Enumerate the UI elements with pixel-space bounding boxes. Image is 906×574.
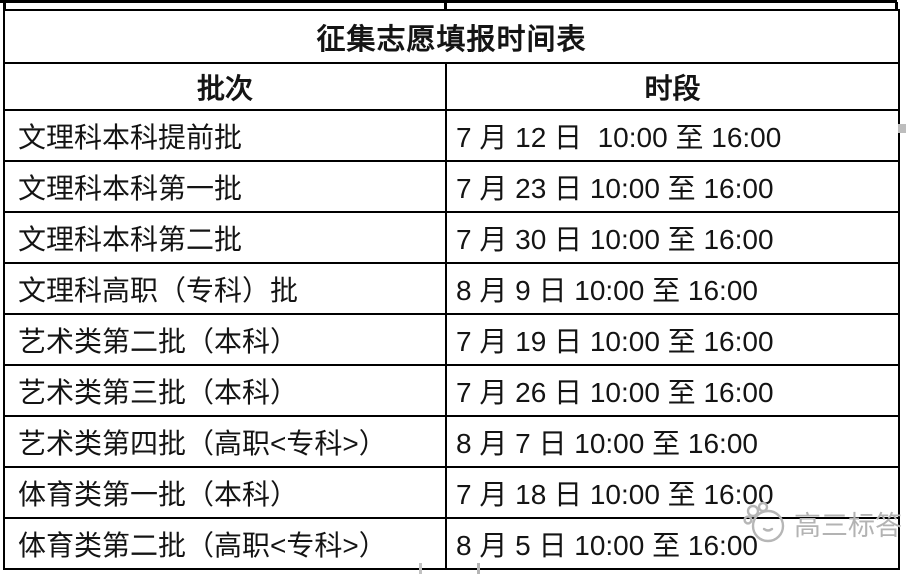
table-row: 文理科本科提前批 7 月 12 日 10:00 至 16:00	[3, 109, 901, 162]
volunteer-time-table: 征集志愿填报时间表 批次 时段 文理科本科提前批 7 月 12 日 10:00 …	[2, 9, 901, 570]
batch-cell: 文理科本科第一批	[3, 160, 447, 213]
table-row: 艺术类第二批（本科） 7 月 19 日 10:00 至 16:00	[3, 313, 901, 366]
time-cell: 7 月 19 日 10:00 至 16:00	[444, 313, 901, 366]
column-header-batch: 批次	[3, 62, 447, 111]
table-row: 体育类第一批（本科） 7 月 18 日 10:00 至 16:00	[3, 466, 901, 519]
batch-cell: 体育类第一批（本科）	[3, 466, 447, 519]
batch-cell: 文理科高职（专科）批	[3, 262, 447, 315]
table-header-row: 批次 时段	[3, 62, 901, 111]
batch-cell: 体育类第二批（高职<专科>）	[3, 517, 447, 570]
top-partial-row-column-divider	[444, 0, 447, 11]
time-cell: 7 月 23 日 10:00 至 16:00	[444, 160, 901, 213]
table-title: 征集志愿填报时间表	[2, 9, 901, 64]
table-row: 艺术类第四批（高职<专科>） 8 月 7 日 10:00 至 16:00	[3, 415, 901, 468]
top-partial-row-right-border	[895, 2, 898, 11]
time-cell: 7 月 30 日 10:00 至 16:00	[444, 211, 901, 264]
bottom-edge-tick	[477, 563, 480, 574]
batch-cell: 文理科本科第二批	[3, 211, 447, 264]
table-row: 体育类第二批（高职<专科>） 8 月 5 日 10:00 至 16:00	[3, 517, 901, 570]
batch-cell: 艺术类第三批（本科）	[3, 364, 447, 417]
table-row: 文理科本科第二批 7 月 30 日 10:00 至 16:00	[3, 211, 901, 264]
table-row: 艺术类第三批（本科） 7 月 26 日 10:00 至 16:00	[3, 364, 901, 417]
time-cell: 8 月 9 日 10:00 至 16:00	[444, 262, 901, 315]
top-partial-row-border	[0, 0, 897, 3]
right-edge-mark	[898, 124, 906, 133]
time-cell: 7 月 12 日 10:00 至 16:00	[444, 109, 901, 162]
batch-cell: 艺术类第二批（本科）	[3, 313, 447, 366]
time-cell: 8 月 5 日 10:00 至 16:00	[444, 517, 901, 570]
bottom-edge-tick	[419, 563, 422, 574]
column-header-time: 时段	[444, 62, 901, 111]
time-cell: 8 月 7 日 10:00 至 16:00	[444, 415, 901, 468]
table-title-row: 征集志愿填报时间表	[2, 9, 901, 64]
batch-cell: 艺术类第四批（高职<专科>）	[3, 415, 447, 468]
time-cell: 7 月 18 日 10:00 至 16:00	[444, 466, 901, 519]
time-cell: 7 月 26 日 10:00 至 16:00	[444, 364, 901, 417]
table-row: 文理科本科第一批 7 月 23 日 10:00 至 16:00	[3, 160, 901, 213]
top-partial-row-left-border	[3, 0, 6, 11]
table-row: 文理科高职（专科）批 8 月 9 日 10:00 至 16:00	[3, 262, 901, 315]
batch-cell: 文理科本科提前批	[3, 109, 447, 162]
